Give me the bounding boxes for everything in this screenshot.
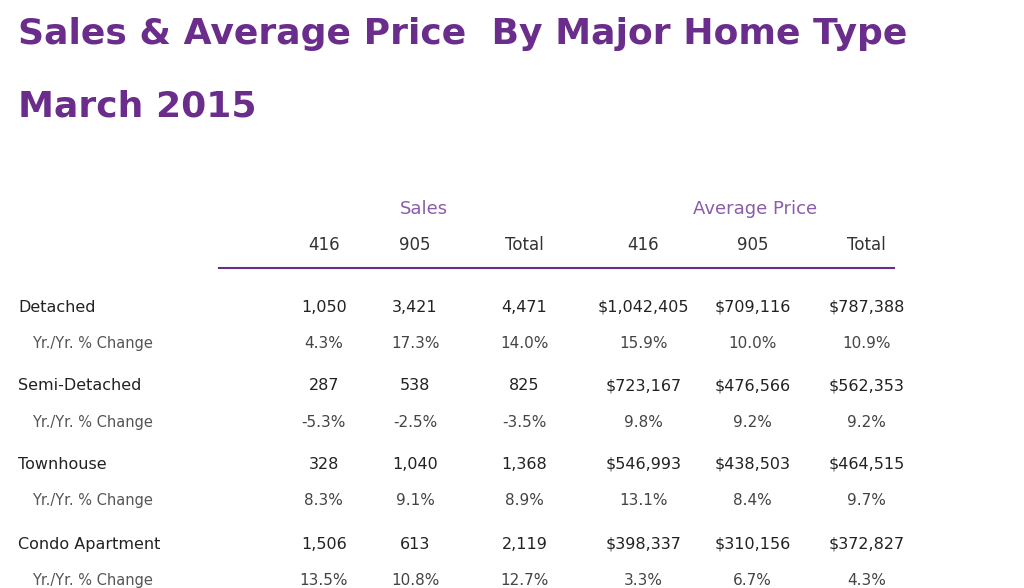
Text: 287: 287 bbox=[308, 378, 339, 393]
Text: 4.3%: 4.3% bbox=[847, 573, 886, 588]
Text: $438,503: $438,503 bbox=[715, 456, 791, 472]
Text: 8.9%: 8.9% bbox=[505, 493, 544, 508]
Text: 1,368: 1,368 bbox=[502, 456, 548, 472]
Text: 13.1%: 13.1% bbox=[618, 493, 668, 508]
Text: Total: Total bbox=[848, 236, 886, 254]
Text: 416: 416 bbox=[628, 236, 659, 254]
Text: $476,566: $476,566 bbox=[715, 378, 791, 393]
Text: 9.7%: 9.7% bbox=[847, 493, 886, 508]
Text: Yr./Yr. % Change: Yr./Yr. % Change bbox=[32, 573, 153, 588]
Text: 2,119: 2,119 bbox=[502, 537, 548, 552]
Text: -3.5%: -3.5% bbox=[503, 415, 547, 430]
Text: 1,040: 1,040 bbox=[392, 456, 438, 472]
Text: Sales & Average Price  By Major Home Type: Sales & Average Price By Major Home Type bbox=[18, 18, 907, 51]
Text: 4,471: 4,471 bbox=[502, 300, 548, 315]
Text: 8.3%: 8.3% bbox=[304, 493, 343, 508]
Text: $1,042,405: $1,042,405 bbox=[597, 300, 689, 315]
Text: Detached: Detached bbox=[18, 300, 96, 315]
Text: $709,116: $709,116 bbox=[715, 300, 791, 315]
Text: 1,050: 1,050 bbox=[301, 300, 347, 315]
Text: 905: 905 bbox=[399, 236, 431, 254]
Text: 905: 905 bbox=[737, 236, 768, 254]
Text: 613: 613 bbox=[400, 537, 430, 552]
Text: 538: 538 bbox=[400, 378, 430, 393]
Text: 9.2%: 9.2% bbox=[733, 415, 772, 430]
Text: $562,353: $562,353 bbox=[828, 378, 904, 393]
Text: 17.3%: 17.3% bbox=[391, 336, 439, 352]
Text: 9.8%: 9.8% bbox=[624, 415, 663, 430]
Text: Yr./Yr. % Change: Yr./Yr. % Change bbox=[32, 493, 153, 508]
Text: 825: 825 bbox=[509, 378, 540, 393]
Text: March 2015: March 2015 bbox=[18, 90, 257, 124]
Text: $787,388: $787,388 bbox=[828, 300, 905, 315]
Text: Sales: Sales bbox=[400, 200, 449, 218]
Text: 8.4%: 8.4% bbox=[733, 493, 772, 508]
Text: Total: Total bbox=[505, 236, 544, 254]
Text: 14.0%: 14.0% bbox=[501, 336, 549, 352]
Text: 9.2%: 9.2% bbox=[847, 415, 886, 430]
Text: 4.3%: 4.3% bbox=[304, 336, 343, 352]
Text: 13.5%: 13.5% bbox=[300, 573, 348, 588]
Text: 416: 416 bbox=[308, 236, 340, 254]
Text: $372,827: $372,827 bbox=[828, 537, 905, 552]
Text: Townhouse: Townhouse bbox=[18, 456, 106, 472]
Text: Condo Apartment: Condo Apartment bbox=[18, 537, 161, 552]
Text: 1,506: 1,506 bbox=[301, 537, 347, 552]
Text: Average Price: Average Price bbox=[693, 200, 817, 218]
Text: 12.7%: 12.7% bbox=[501, 573, 549, 588]
Text: -5.3%: -5.3% bbox=[302, 415, 346, 430]
Text: 15.9%: 15.9% bbox=[618, 336, 668, 352]
Text: $546,993: $546,993 bbox=[605, 456, 681, 472]
Text: $464,515: $464,515 bbox=[828, 456, 905, 472]
Text: 3.3%: 3.3% bbox=[624, 573, 663, 588]
Text: 328: 328 bbox=[308, 456, 339, 472]
Text: $310,156: $310,156 bbox=[715, 537, 791, 552]
Text: -2.5%: -2.5% bbox=[393, 415, 437, 430]
Text: 10.0%: 10.0% bbox=[728, 336, 777, 352]
Text: Yr./Yr. % Change: Yr./Yr. % Change bbox=[32, 415, 153, 430]
Text: $723,167: $723,167 bbox=[605, 378, 681, 393]
Text: Yr./Yr. % Change: Yr./Yr. % Change bbox=[32, 336, 153, 352]
Text: 3,421: 3,421 bbox=[392, 300, 438, 315]
Text: $398,337: $398,337 bbox=[605, 537, 681, 552]
Text: Semi-Detached: Semi-Detached bbox=[18, 378, 141, 393]
Text: 6.7%: 6.7% bbox=[733, 573, 772, 588]
Text: 9.1%: 9.1% bbox=[395, 493, 434, 508]
Text: 10.8%: 10.8% bbox=[391, 573, 439, 588]
Text: 10.9%: 10.9% bbox=[843, 336, 891, 352]
